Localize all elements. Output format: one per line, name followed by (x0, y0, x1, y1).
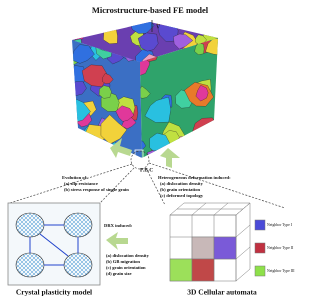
title: Microstructure-based FE model (92, 5, 209, 15)
cell-type3 (170, 259, 192, 281)
evolution-heading: Evolution of: (62, 175, 88, 180)
drx-item: (c) grain orientation (106, 265, 146, 270)
fe-cube (65, 14, 227, 172)
axis-label: V (156, 24, 161, 30)
cell-center (192, 237, 214, 259)
evolution-item: (a) slip resistance (64, 181, 98, 186)
legend-label: Neighbor Type I (267, 223, 293, 227)
crystal-panel (8, 203, 100, 285)
legend-swatch (255, 220, 265, 230)
dash (100, 168, 134, 203)
drx-heading: DRX induced: (104, 223, 133, 228)
right-panel-label: 3D Cellular automata (187, 288, 257, 297)
evolution-item: (b) stress response of single grain (64, 187, 129, 192)
cell-type2 (192, 259, 214, 281)
green-arrow (160, 148, 180, 168)
grain (69, 26, 85, 40)
pbc-label: P.B.C (140, 167, 153, 173)
legend-label: Neighbor Type II (267, 246, 294, 250)
grain (176, 153, 185, 164)
grain (187, 144, 201, 158)
grain (16, 213, 44, 237)
grain (76, 14, 92, 32)
cell-type1 (214, 237, 236, 259)
legend-label: Neighbor Type III (267, 269, 295, 273)
diagram: Microstructure-based FE model V P.B.C Ev… (0, 0, 299, 300)
het-item: (c) deformed topology (160, 193, 204, 198)
het-item: (a) dislocation density (160, 181, 204, 186)
drx-item: (d) grain size (106, 271, 132, 276)
grain (64, 253, 92, 277)
drx-item: (b) GB migration (106, 259, 140, 264)
grain (188, 14, 206, 29)
legend-swatch (255, 243, 265, 253)
grain (64, 213, 92, 237)
ca-panel (170, 203, 265, 281)
legend-swatch (255, 266, 265, 276)
het-heading: Heterogeneous deformation induced: (158, 175, 231, 180)
grain (194, 145, 204, 157)
ca-side (236, 203, 250, 281)
drx-item: (a) dislocation density (106, 253, 150, 258)
green-arrow (106, 232, 128, 250)
left-panel-label: Crystal plasticity model (16, 288, 92, 297)
het-item: (b) grain orientation (160, 187, 201, 192)
grain (147, 151, 162, 162)
grain (16, 253, 44, 277)
